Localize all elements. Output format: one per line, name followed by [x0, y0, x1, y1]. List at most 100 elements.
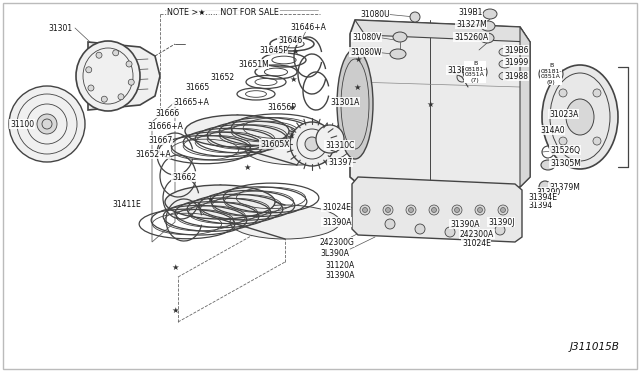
Text: 319B6: 319B6 [504, 45, 529, 55]
Text: ★: ★ [353, 83, 361, 92]
Ellipse shape [415, 224, 425, 234]
Text: ★: ★ [287, 131, 295, 140]
Text: 31100: 31100 [10, 119, 34, 128]
Text: 31390A: 31390A [325, 270, 355, 279]
Text: B
08181-
0351A
(9): B 08181- 0351A (9) [540, 63, 562, 85]
Text: 31666: 31666 [155, 109, 179, 118]
Text: 31394: 31394 [528, 201, 552, 209]
Text: 31390J: 31390J [488, 218, 515, 227]
Ellipse shape [495, 225, 505, 235]
Polygon shape [350, 20, 530, 197]
Ellipse shape [499, 48, 511, 56]
Ellipse shape [118, 94, 124, 100]
Text: 31394E: 31394E [528, 192, 557, 202]
Ellipse shape [541, 160, 555, 170]
Text: 242300A: 242300A [460, 230, 494, 238]
Text: 31646: 31646 [278, 35, 302, 45]
Text: 31379M: 31379M [549, 183, 580, 192]
Text: 31665+A: 31665+A [173, 97, 209, 106]
Ellipse shape [290, 122, 334, 166]
Text: ★: ★ [289, 74, 297, 83]
Polygon shape [520, 27, 530, 187]
Polygon shape [88, 42, 160, 110]
Text: B
08181-
0351A
(7): B 08181- 0351A (7) [464, 61, 486, 83]
Text: 31646+A: 31646+A [290, 22, 326, 32]
Ellipse shape [113, 50, 118, 56]
Text: 313B1: 313B1 [447, 65, 472, 74]
Ellipse shape [390, 49, 406, 59]
Text: 31999: 31999 [504, 58, 528, 67]
Text: 31301A: 31301A [330, 97, 360, 106]
Polygon shape [355, 20, 530, 42]
Ellipse shape [101, 96, 108, 102]
Ellipse shape [454, 208, 460, 212]
Ellipse shape [305, 137, 319, 151]
Ellipse shape [86, 67, 92, 73]
Text: 319B1: 319B1 [458, 7, 483, 16]
Ellipse shape [385, 208, 390, 212]
Text: 31390A: 31390A [450, 219, 479, 228]
Text: 31024E: 31024E [322, 202, 351, 212]
Ellipse shape [477, 208, 483, 212]
Text: NOTE >★..... NOT FOR SALE: NOTE >★..... NOT FOR SALE [167, 7, 279, 16]
Text: 31988: 31988 [504, 71, 528, 80]
Text: ★: ★ [243, 163, 251, 171]
Ellipse shape [88, 85, 94, 91]
Text: ★: ★ [288, 103, 296, 112]
Text: 315260A: 315260A [454, 32, 488, 42]
Text: 31310C: 31310C [325, 141, 355, 150]
Text: 3L390A: 3L390A [320, 250, 349, 259]
Ellipse shape [499, 60, 511, 68]
Text: 31390: 31390 [536, 187, 560, 196]
Ellipse shape [316, 125, 344, 153]
Text: 31665: 31665 [185, 83, 209, 92]
Text: 31327M: 31327M [456, 19, 487, 29]
Text: 31605X: 31605X [260, 140, 289, 148]
Ellipse shape [337, 49, 373, 159]
Text: 31652+A: 31652+A [135, 150, 171, 158]
Text: ★: ★ [291, 46, 299, 55]
Polygon shape [352, 177, 522, 242]
Ellipse shape [393, 32, 407, 42]
Ellipse shape [37, 114, 57, 134]
Ellipse shape [539, 181, 551, 193]
Text: 31120A: 31120A [325, 260, 355, 269]
Ellipse shape [230, 205, 340, 239]
Ellipse shape [410, 12, 420, 22]
Ellipse shape [96, 52, 102, 58]
Ellipse shape [498, 205, 508, 215]
Ellipse shape [475, 205, 485, 215]
Ellipse shape [559, 137, 567, 145]
Ellipse shape [593, 89, 601, 97]
Text: 314A0: 314A0 [540, 125, 564, 135]
Ellipse shape [483, 9, 497, 19]
Text: 31652: 31652 [210, 73, 234, 81]
Ellipse shape [429, 205, 439, 215]
Ellipse shape [452, 205, 462, 215]
Text: 31301: 31301 [48, 23, 72, 32]
Ellipse shape [470, 227, 480, 237]
Text: 31651M: 31651M [238, 60, 269, 68]
Text: ★: ★ [206, 195, 214, 203]
Ellipse shape [42, 119, 52, 129]
Ellipse shape [593, 137, 601, 145]
Text: 242300G: 242300G [320, 237, 355, 247]
Ellipse shape [408, 208, 413, 212]
Ellipse shape [128, 79, 134, 85]
Text: 31024E: 31024E [462, 240, 491, 248]
Text: ★: ★ [172, 305, 179, 314]
Ellipse shape [445, 227, 455, 237]
Ellipse shape [566, 99, 594, 135]
Text: 31662: 31662 [172, 173, 196, 182]
Ellipse shape [542, 65, 618, 169]
Text: ★: ★ [355, 55, 362, 64]
Ellipse shape [245, 133, 349, 165]
Text: 31411E: 31411E [112, 199, 141, 208]
Text: 31656P: 31656P [267, 103, 296, 112]
Text: 31645P: 31645P [259, 45, 288, 55]
Text: ★: ★ [172, 263, 179, 272]
Ellipse shape [481, 21, 495, 31]
Text: 31390A: 31390A [322, 218, 351, 227]
Text: 31023A: 31023A [549, 109, 579, 119]
Text: J311015B: J311015B [570, 342, 620, 352]
